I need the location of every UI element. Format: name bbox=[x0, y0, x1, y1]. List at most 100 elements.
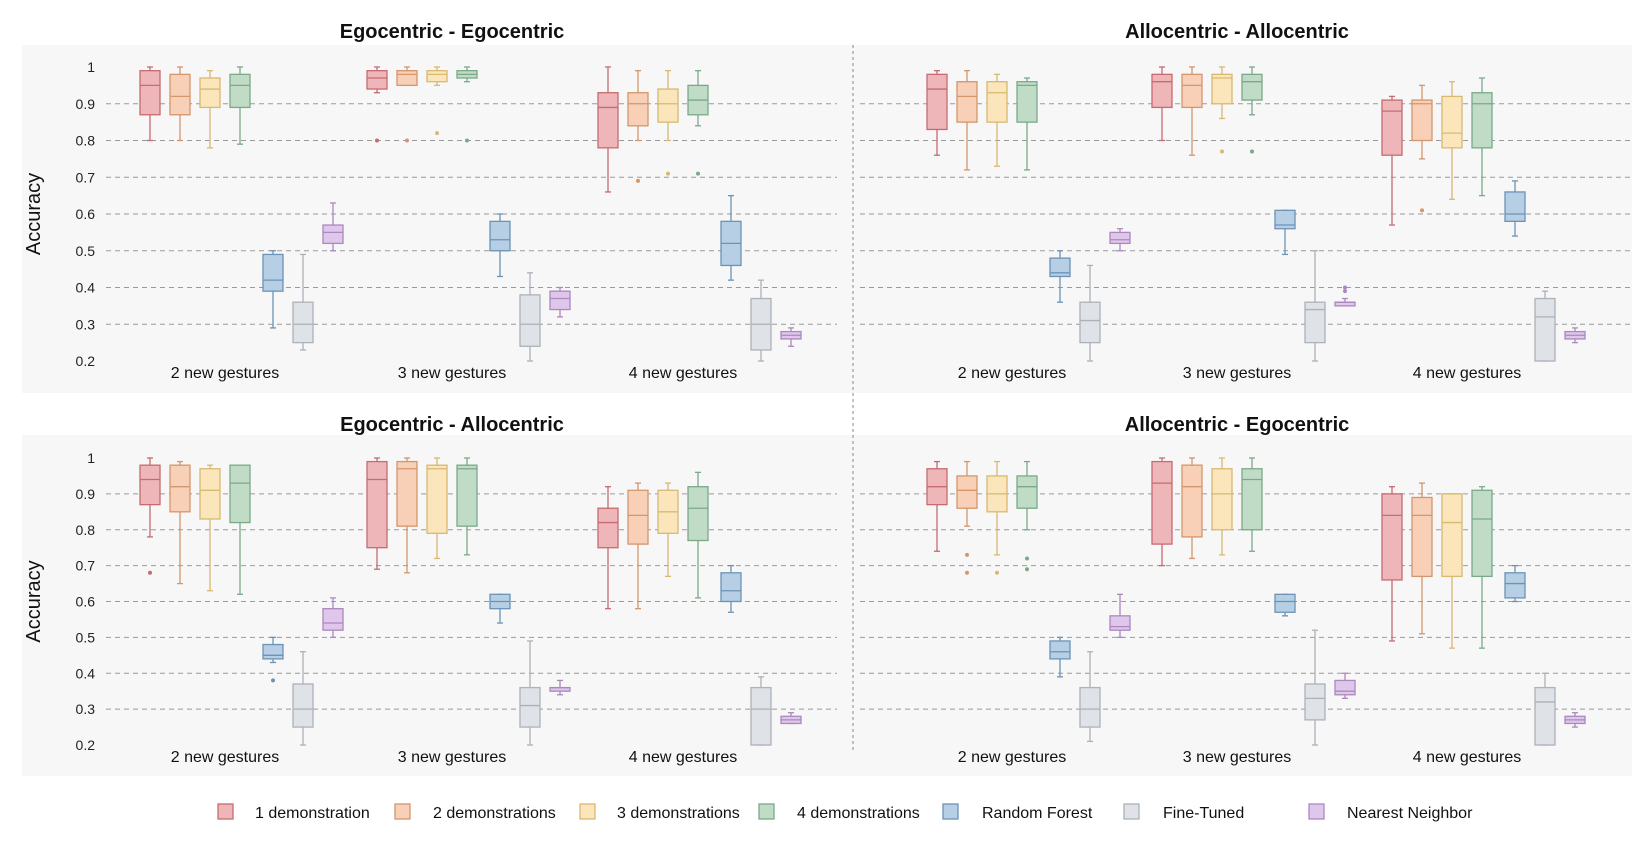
legend-swatch bbox=[217, 803, 234, 820]
box-3-demonstrations bbox=[199, 77, 221, 109]
category-label: 3 new gestures bbox=[1183, 749, 1292, 766]
box-nearest-neighbor bbox=[322, 224, 344, 245]
box-2-demonstrations-outlier bbox=[636, 178, 640, 183]
y-tick-label: 0.6 bbox=[76, 594, 96, 610]
box-fine-tuned bbox=[1534, 297, 1556, 362]
box-2-demonstrations bbox=[627, 92, 649, 127]
box-random-forest bbox=[1504, 191, 1526, 222]
box-4-demonstrations bbox=[1241, 73, 1263, 101]
legend-swatch bbox=[1123, 803, 1140, 820]
legend-label: Fine-Tuned bbox=[1163, 805, 1244, 822]
box-fine-tuned bbox=[1304, 301, 1326, 344]
box-2-demonstrations bbox=[956, 475, 978, 509]
box-fine-tuned bbox=[750, 686, 772, 746]
box-fine-tuned bbox=[292, 683, 314, 728]
box-1-demonstration bbox=[597, 92, 619, 149]
box-nearest-neighbor-outlier bbox=[1343, 285, 1347, 290]
category-label: 4 new gestures bbox=[629, 365, 738, 382]
box-2-demonstrations bbox=[1411, 496, 1433, 578]
bottom-row-background bbox=[22, 435, 1632, 776]
box-fine-tuned bbox=[1079, 686, 1101, 728]
legend-label: Random Forest bbox=[982, 805, 1093, 822]
box-random-forest-outlier bbox=[271, 678, 275, 683]
box-1-demonstration-outlier bbox=[375, 138, 379, 143]
y-tick-label: 0.4 bbox=[76, 665, 96, 681]
legend-label: 4 demonstrations bbox=[797, 805, 920, 822]
box-fine-tuned bbox=[1079, 301, 1101, 344]
box-3-demonstrations bbox=[1211, 73, 1233, 105]
box-random-forest bbox=[1274, 209, 1296, 230]
y-tick-label: 0.9 bbox=[76, 486, 96, 502]
y-tick-label: 1 bbox=[87, 450, 95, 466]
legend-label: 2 demonstrations bbox=[433, 805, 556, 822]
y-tick-label: 0.3 bbox=[76, 701, 96, 717]
box-2-demonstrations bbox=[396, 70, 418, 87]
box-fine-tuned bbox=[1304, 683, 1326, 721]
box-2-demonstrations bbox=[1411, 99, 1433, 142]
box-3-demonstrations bbox=[199, 468, 221, 520]
y-axis-label: Accuracy bbox=[23, 560, 45, 642]
box-nearest-neighbor bbox=[549, 290, 571, 311]
box-3-demonstrations-outlier bbox=[995, 570, 999, 575]
panel-title: Allocentric - Allocentric bbox=[1125, 21, 1349, 43]
legend-label: 1 demonstration bbox=[255, 805, 370, 822]
box-nearest-neighbor bbox=[1109, 615, 1131, 631]
box-4-demonstrations-outlier bbox=[696, 171, 700, 176]
box-2-demonstrations bbox=[1181, 464, 1203, 538]
top-row-background bbox=[22, 45, 1632, 393]
box-2-demonstrations bbox=[396, 460, 418, 527]
y-tick-label: 1 bbox=[87, 59, 95, 75]
legend-label: 3 demonstrations bbox=[617, 805, 740, 822]
box-3-demonstrations bbox=[1441, 95, 1463, 149]
box-3-demonstrations bbox=[1441, 493, 1463, 578]
box-nearest-neighbor-outlier bbox=[1343, 289, 1347, 294]
category-label: 4 new gestures bbox=[629, 749, 738, 766]
legend-swatch bbox=[394, 803, 411, 820]
box-random-forest bbox=[489, 220, 511, 252]
category-label: 2 new gestures bbox=[171, 365, 280, 382]
legend-swatch bbox=[1308, 803, 1325, 820]
box-4-demonstrations-outlier bbox=[465, 138, 469, 143]
legend-swatch bbox=[942, 803, 959, 820]
box-1-demonstration bbox=[597, 507, 619, 549]
panel-title: Egocentric - Egocentric bbox=[340, 21, 565, 43]
box-4-demonstrations bbox=[229, 73, 251, 109]
y-axis-label: Accuracy bbox=[23, 173, 45, 255]
box-random-forest bbox=[1049, 257, 1071, 278]
box-2-demonstrations bbox=[169, 464, 191, 513]
y-tick-label: 0.5 bbox=[76, 243, 96, 259]
box-2-demonstrations-outlier bbox=[405, 138, 409, 143]
y-tick-label: 0.6 bbox=[76, 206, 96, 222]
box-random-forest bbox=[720, 572, 742, 603]
box-1-demonstration bbox=[1151, 73, 1173, 109]
box-4-demonstrations bbox=[1471, 92, 1493, 149]
box-4-demonstrations bbox=[1241, 468, 1263, 531]
box-1-demonstration bbox=[926, 73, 948, 131]
category-label: 3 new gestures bbox=[398, 749, 507, 766]
y-tick-label: 0.7 bbox=[76, 558, 96, 574]
box-4-demonstrations-outlier bbox=[1250, 149, 1254, 154]
box-fine-tuned bbox=[519, 294, 541, 347]
box-4-demonstrations bbox=[456, 464, 478, 527]
box-2-demonstrations-outlier bbox=[1420, 208, 1424, 213]
box-nearest-neighbor bbox=[1109, 231, 1131, 245]
box-3-demonstrations bbox=[426, 464, 448, 534]
box-fine-tuned bbox=[519, 686, 541, 728]
box-random-forest bbox=[262, 643, 284, 660]
box-3-demonstrations-outlier bbox=[666, 171, 670, 176]
y-tick-label: 0.7 bbox=[76, 169, 96, 185]
box-fine-tuned bbox=[292, 301, 314, 344]
box-fine-tuned bbox=[1534, 686, 1556, 746]
box-4-demonstrations-outlier bbox=[1025, 556, 1029, 561]
y-tick-label: 0.2 bbox=[76, 737, 96, 753]
y-tick-label: 0.8 bbox=[76, 133, 96, 149]
category-label: 4 new gestures bbox=[1413, 749, 1522, 766]
legend-swatch bbox=[758, 803, 775, 820]
box-random-forest bbox=[262, 253, 284, 292]
box-4-demonstrations-outlier bbox=[1025, 567, 1029, 572]
box-4-demonstrations bbox=[1016, 81, 1038, 123]
box-random-forest bbox=[1049, 640, 1071, 660]
box-2-demonstrations bbox=[956, 81, 978, 123]
category-label: 3 new gestures bbox=[1183, 365, 1292, 382]
